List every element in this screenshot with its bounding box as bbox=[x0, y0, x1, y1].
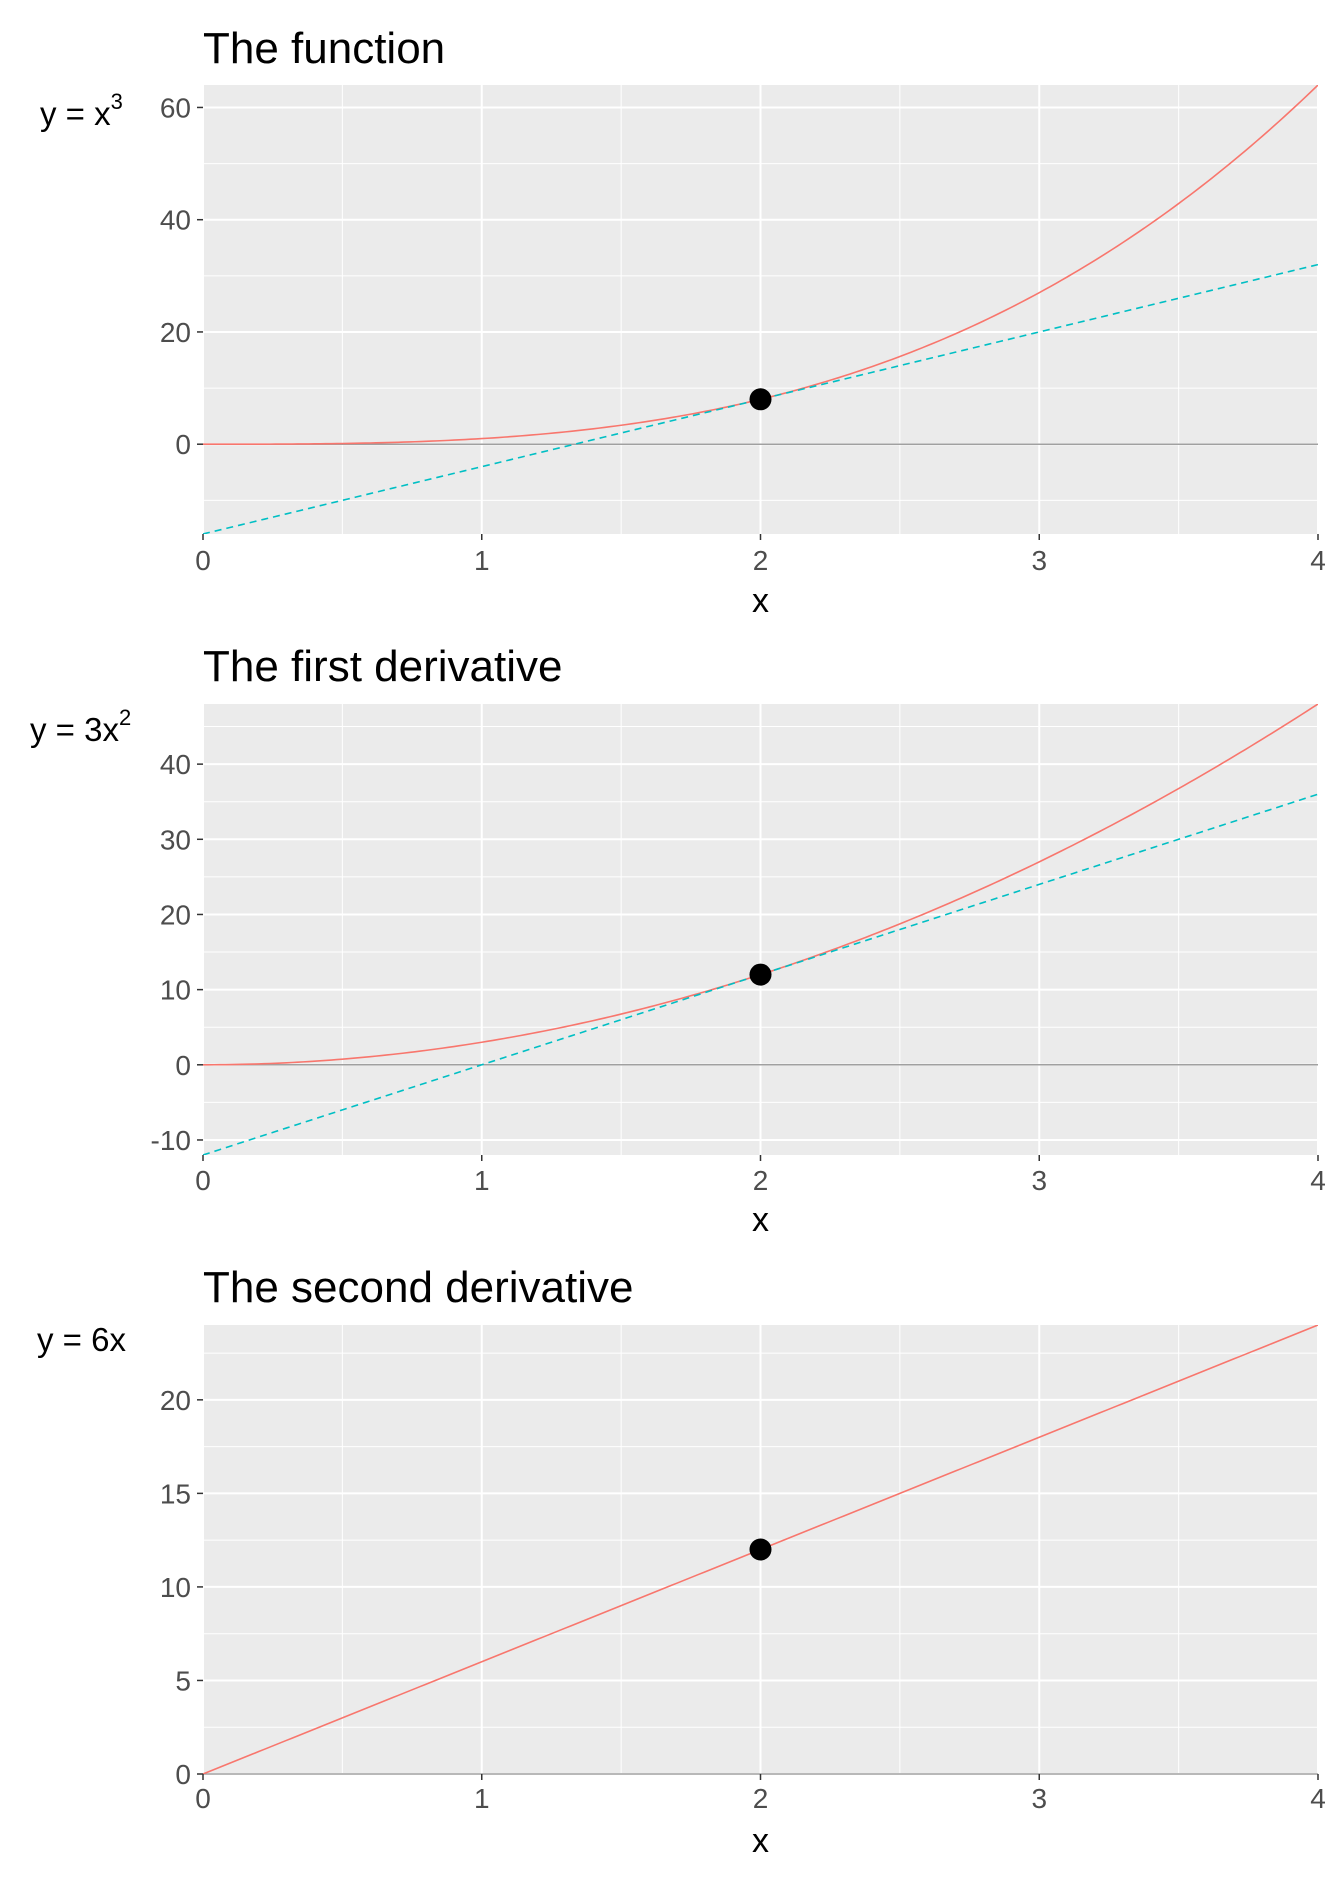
function-chart: 0 20 40 60 0 1 2 3 4 The function y = x3 x bbox=[40, 24, 1326, 620]
x-tick-label: 4 bbox=[1310, 1165, 1326, 1196]
x-axis-label: x bbox=[752, 1201, 769, 1239]
y-tick-label: -10 bbox=[151, 1125, 191, 1156]
highlight-point bbox=[749, 1538, 772, 1561]
x-tick-label: 1 bbox=[474, 1783, 490, 1814]
x-axis-label: x bbox=[752, 1822, 769, 1860]
x-tick-label: 2 bbox=[753, 1783, 769, 1814]
x-tick-label: 1 bbox=[474, 1165, 490, 1196]
y-tick-label: 15 bbox=[160, 1478, 191, 1509]
second-derivative-panel: 0 5 10 15 20 0 1 2 3 4 The second derivative y = 6x… bbox=[0, 1240, 1344, 1881]
x-tick-label: 4 bbox=[1310, 545, 1326, 576]
y-tick-label: 0 bbox=[175, 429, 191, 460]
x-tick-label: 3 bbox=[1031, 545, 1047, 576]
x-tick-label: 3 bbox=[1031, 1783, 1047, 1814]
highlight-point bbox=[749, 963, 772, 986]
x-axis-label: x bbox=[752, 582, 769, 620]
y-tick-label: 20 bbox=[160, 317, 191, 348]
y-axis-label: y = 6x bbox=[37, 1321, 126, 1358]
y-tick-label: 10 bbox=[160, 1572, 191, 1603]
y-axis-label-exponent: 3 bbox=[111, 89, 123, 114]
y-tick-label: 30 bbox=[160, 824, 191, 855]
y-tick-label: 40 bbox=[160, 205, 191, 236]
y-axis-label: y = x3 bbox=[40, 89, 123, 132]
y-tick-label: 20 bbox=[160, 1385, 191, 1416]
x-tick-label: 0 bbox=[195, 1783, 211, 1814]
chart-title: The second derivative bbox=[203, 1263, 633, 1312]
x-tick-label: 0 bbox=[195, 545, 211, 576]
x-tick-label: 3 bbox=[1031, 1165, 1047, 1196]
function-panel: 0 20 40 60 0 1 2 3 4 The function y = x3 x bbox=[0, 0, 1344, 620]
y-axis-label: y = 3x2 bbox=[30, 705, 131, 748]
first-derivative-panel: -10 0 10 20 30 40 0 1 2 3 4 The first derivative y =… bbox=[0, 620, 1344, 1240]
x-tick-label: 1 bbox=[474, 545, 490, 576]
x-tick-label: 2 bbox=[753, 545, 769, 576]
y-tick-label: 60 bbox=[160, 92, 191, 123]
highlight-point bbox=[749, 388, 772, 411]
second-derivative-chart: 0 5 10 15 20 0 1 2 3 4 The second derivative y = 6x… bbox=[37, 1263, 1326, 1860]
tangent-line bbox=[203, 793, 1318, 1155]
x-tick-label: 0 bbox=[195, 1165, 211, 1196]
y-tick-label: 40 bbox=[160, 749, 191, 780]
y-tick-label: 0 bbox=[175, 1050, 191, 1081]
y-tick-label: 10 bbox=[160, 975, 191, 1006]
chart-title: The first derivative bbox=[203, 642, 562, 691]
x-tick-label: 2 bbox=[753, 1165, 769, 1196]
y-axis-label-exponent: 2 bbox=[119, 705, 131, 730]
chart-title: The function bbox=[203, 24, 445, 73]
y-tick-label: 20 bbox=[160, 899, 191, 930]
x-tick-label: 4 bbox=[1310, 1783, 1326, 1814]
y-tick-label: 5 bbox=[175, 1665, 191, 1696]
y-tick-label: 0 bbox=[175, 1759, 191, 1790]
